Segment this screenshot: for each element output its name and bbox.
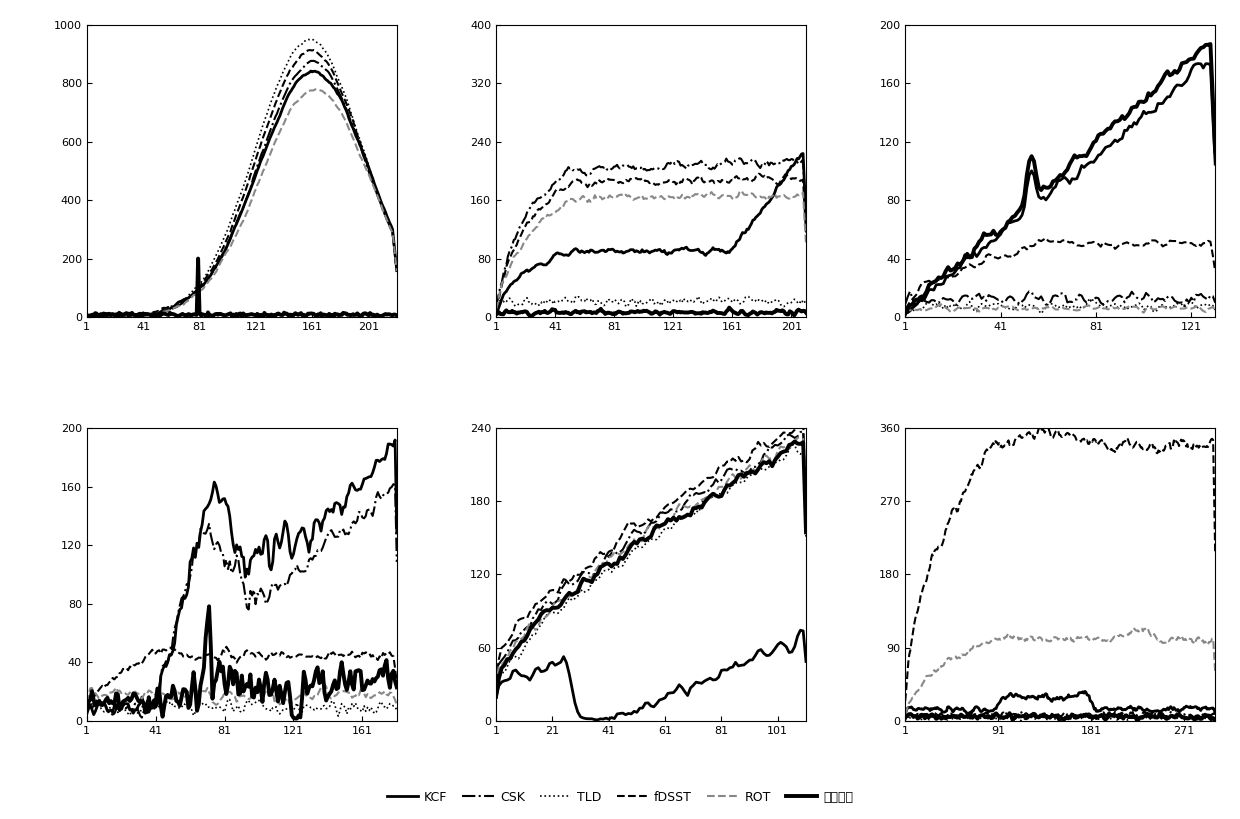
Legend: KCF, CSK, TLD, fDSST, ROT, 本文方法: KCF, CSK, TLD, fDSST, ROT, 本文方法 bbox=[382, 785, 858, 808]
